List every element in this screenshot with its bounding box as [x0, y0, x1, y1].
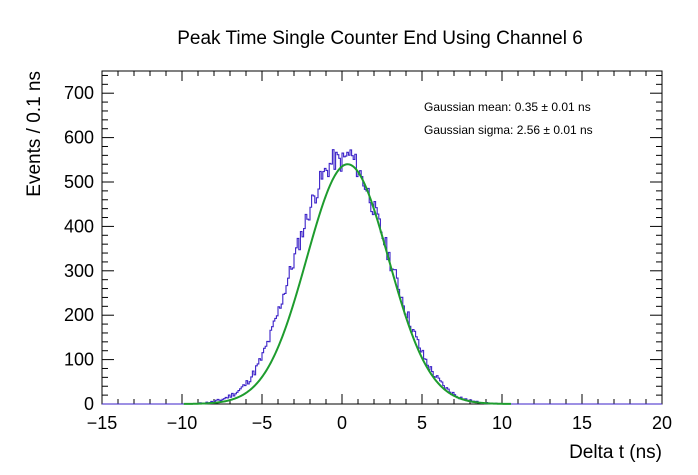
x-tick-label: −10	[167, 413, 198, 433]
x-tick-label: 10	[492, 413, 512, 433]
histogram-series	[102, 149, 662, 405]
chart-title: Peak Time Single Counter End Using Chann…	[177, 28, 583, 49]
x-axis-title: Delta t (ns)	[569, 442, 662, 463]
y-axis-title: Events / 0.1 ns	[24, 71, 45, 197]
x-tick-label: 5	[417, 413, 427, 433]
x-tick-label: −15	[87, 413, 118, 433]
x-tick-label: 20	[652, 413, 672, 433]
annotation-mean: Gaussian mean: 0.35 ± 0.01 ns	[424, 100, 591, 114]
y-tick-label: 100	[64, 350, 94, 370]
histogram-line	[102, 149, 662, 405]
annotation-sigma: Gaussian sigma: 2.56 ± 0.01 ns	[424, 123, 593, 137]
y-tick-label: 500	[64, 172, 94, 192]
plot-frame	[101, 70, 663, 405]
y-tick-label: 700	[64, 83, 94, 103]
y-tick-label: 300	[64, 261, 94, 281]
y-tick-label: 200	[64, 305, 94, 325]
x-tick-label: 15	[572, 413, 592, 433]
x-tick-label: −5	[252, 413, 273, 433]
y-tick-label: 0	[84, 394, 94, 414]
x-tick-label: 0	[337, 413, 347, 433]
gaussian-fit	[183, 163, 511, 405]
fit-curve	[183, 163, 511, 405]
y-tick-label: 600	[64, 128, 94, 148]
y-tick-label: 400	[64, 216, 94, 236]
